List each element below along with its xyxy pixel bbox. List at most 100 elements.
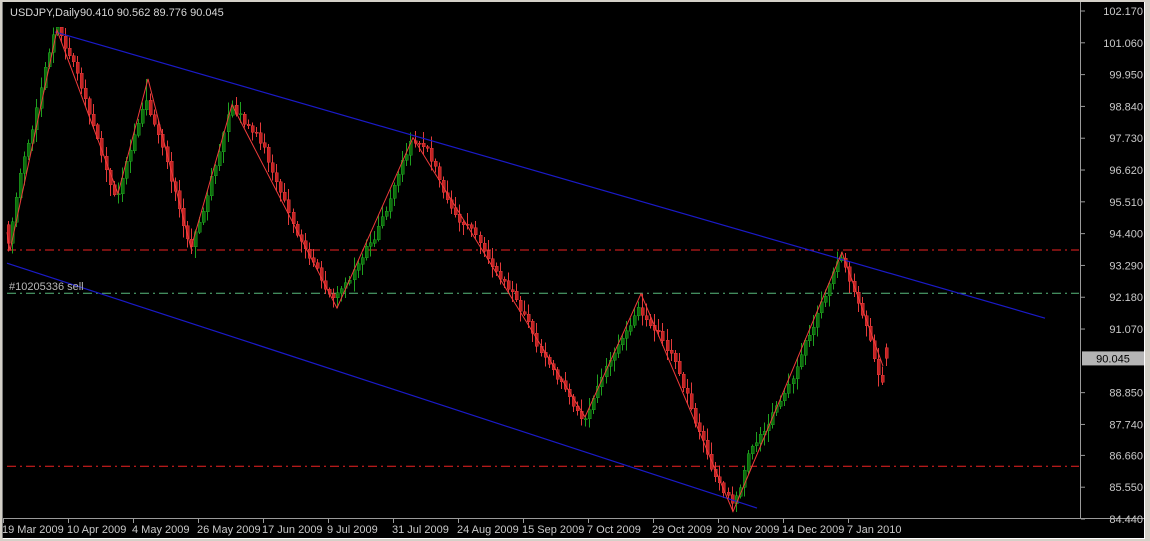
candle-body [79,73,84,89]
lower-channel-trendline[interactable] [6,262,758,509]
date-axis-label: 10 Apr 2009 [67,524,126,536]
candle-body [640,307,645,316]
candle-body [221,132,226,152]
candle-body [689,393,694,409]
candle-body [136,122,141,136]
candle-body [152,114,157,125]
candle-body [148,99,153,116]
candle-body [18,172,23,198]
candle-body [396,174,401,186]
price-axis-label: 102.170 [1103,6,1143,18]
candle-body [140,109,145,124]
candle-body [132,134,137,151]
candle-body [778,401,783,407]
candle-body [478,234,483,244]
candle-body [429,148,434,162]
candle-body [632,315,637,326]
upper-channel-trendline[interactable] [54,31,1046,319]
date-axis-label: 9 Jul 2009 [327,524,378,536]
candle-body [510,289,515,292]
candle-body [807,334,812,342]
candle-body [368,242,373,247]
candle-body [258,132,263,144]
candle-body [583,418,588,421]
date-axis-label: 19 Mar 2009 [2,524,64,536]
candle-body [274,172,279,182]
date-axis-label: 17 Jun 2009 [262,524,323,536]
price-axis-label: 84.440 [1109,514,1143,526]
order-label[interactable]: #10205336 sell [9,281,84,293]
price-axis-label: 99.950 [1109,70,1143,82]
candle-body [144,100,149,110]
candle-body [750,446,755,455]
candle-body [791,378,796,384]
candle-body [246,123,251,127]
candle-body [636,307,641,316]
candle-body [205,195,210,212]
candle-body [299,234,304,242]
candle-body [677,360,682,374]
candle-body [502,278,507,282]
candle-body [51,34,56,53]
candle-body [67,48,72,57]
candle-body [673,353,678,363]
candle-body [262,142,267,148]
candle-body [433,161,438,167]
price-axis-label: 87.740 [1109,419,1143,431]
candle-body [380,216,385,227]
candle-body [356,263,361,271]
candle-body [738,487,743,497]
price-axis-label: 94.400 [1109,229,1143,241]
candle-body [742,470,747,488]
candle-body [644,315,649,321]
candle-body [681,373,686,388]
date-axis-label: 24 Aug 2009 [457,524,519,536]
candle-body [730,494,735,504]
candle-body [620,337,625,345]
date-axis-label: 20 Nov 2009 [717,524,779,536]
candle-body [63,35,68,49]
candle-body [746,453,751,472]
price-axis-label: 101.060 [1103,38,1143,50]
price-axis-label: 93.290 [1109,260,1143,272]
candle-body [518,300,523,312]
candle-body [648,319,653,326]
candle-body [786,383,791,394]
candle-body [494,266,499,272]
zigzag-indicator-line [6,28,884,513]
candle-body [270,162,275,173]
candle-body [701,431,706,441]
candle-body [217,151,222,166]
candle-body [514,290,519,300]
candle-body [421,142,426,148]
candle-body [486,250,491,260]
candle-body [282,191,287,201]
candle-body [213,165,218,176]
candle-body [87,98,92,115]
date-axis-label: 7 Jan 2010 [847,524,901,536]
candle-body [669,350,674,354]
candle-body [624,330,629,339]
candle-body [616,344,621,354]
current-price-box: 90.045 [1082,351,1144,366]
candle-body [726,491,731,496]
candle-body [482,243,487,252]
candle-body [116,193,121,196]
candle-body [425,146,430,149]
price-axis-label: 91.070 [1109,324,1143,336]
candle-body [799,354,804,368]
candle-body [372,239,377,244]
price-axis-label: 92.180 [1109,292,1143,304]
candle-body [441,180,446,193]
candle-body [758,434,763,444]
candle-body [587,409,592,420]
candle-body [575,406,580,412]
candle-body [75,61,80,74]
candle-body [567,389,572,397]
date-axis-label: 29 Oct 2009 [652,524,712,536]
candle-body [315,262,320,269]
candle-body [815,312,820,328]
candle-body [331,293,336,298]
